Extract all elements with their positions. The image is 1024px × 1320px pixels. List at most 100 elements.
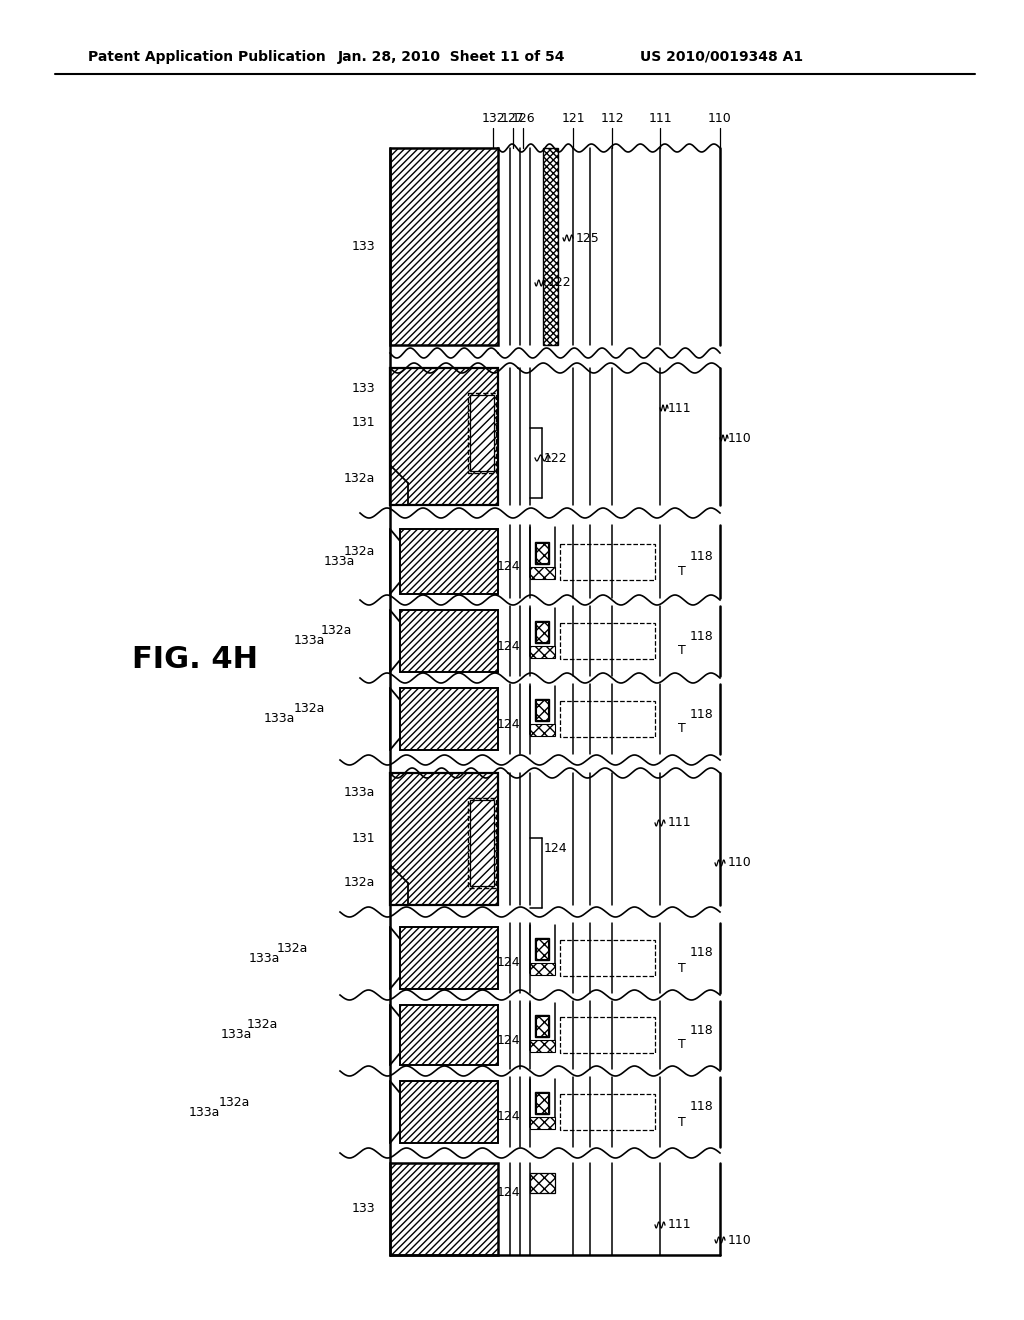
Text: 132a: 132a [294, 702, 325, 715]
Text: 133: 133 [351, 240, 375, 253]
Text: 132a: 132a [276, 941, 308, 954]
Text: Jan. 28, 2010  Sheet 11 of 54: Jan. 28, 2010 Sheet 11 of 54 [338, 50, 565, 63]
Bar [530, 566, 555, 578]
Text: T: T [678, 1115, 686, 1129]
Text: 124: 124 [543, 842, 567, 854]
Text: T: T [678, 961, 686, 974]
Text: 132a: 132a [247, 1019, 278, 1031]
Bar [390, 368, 498, 506]
Text: T: T [678, 565, 686, 578]
Text: 118: 118 [690, 550, 714, 564]
Text: 118: 118 [690, 708, 714, 721]
Text: US 2010/0019348 A1: US 2010/0019348 A1 [640, 50, 803, 63]
Text: 124: 124 [497, 718, 520, 730]
Text: Patent Application Publication: Patent Application Publication [88, 50, 326, 63]
Text: T: T [678, 1039, 686, 1052]
Bar [560, 623, 655, 659]
Text: 118: 118 [690, 946, 714, 960]
Bar [530, 1117, 555, 1129]
Text: 124: 124 [497, 1110, 520, 1123]
Bar [400, 927, 498, 989]
Text: 132a: 132a [344, 876, 375, 890]
Text: 126: 126 [511, 111, 535, 124]
Bar [536, 939, 548, 960]
Bar [535, 620, 549, 643]
Bar [536, 543, 548, 562]
Text: 118: 118 [690, 1101, 714, 1114]
Bar [470, 800, 494, 886]
Bar [390, 148, 498, 345]
Text: 132a: 132a [344, 545, 375, 558]
Bar [390, 1163, 498, 1255]
Text: 110: 110 [709, 111, 732, 124]
Bar [530, 1173, 555, 1193]
Text: T: T [678, 644, 686, 657]
Text: 131: 131 [351, 417, 375, 429]
Text: 133a: 133a [324, 554, 355, 568]
Text: FIG. 4H: FIG. 4H [132, 645, 258, 675]
Bar [560, 940, 655, 975]
Text: 132a: 132a [321, 624, 352, 638]
Text: 122: 122 [548, 276, 571, 289]
Bar [560, 1094, 655, 1130]
Bar [536, 622, 548, 642]
Text: 124: 124 [497, 560, 520, 573]
Text: 124: 124 [497, 639, 520, 652]
Bar [530, 964, 555, 975]
Text: 133a: 133a [344, 787, 375, 800]
Text: 111: 111 [668, 817, 691, 829]
Text: 110: 110 [728, 1233, 752, 1246]
Text: 133: 133 [351, 1203, 375, 1216]
Text: 124: 124 [497, 1187, 520, 1200]
Text: 110: 110 [728, 857, 752, 870]
Bar [560, 1016, 655, 1053]
Bar [535, 1015, 549, 1038]
Bar [530, 645, 555, 657]
Text: 121: 121 [561, 111, 585, 124]
Bar [536, 700, 548, 719]
Text: 124: 124 [497, 957, 520, 969]
Text: T: T [678, 722, 686, 735]
Text: 133: 133 [351, 381, 375, 395]
Text: 118: 118 [690, 1023, 714, 1036]
Bar [535, 541, 549, 564]
Text: 118: 118 [690, 630, 714, 643]
Text: 133a: 133a [294, 635, 325, 648]
Bar [400, 1005, 498, 1065]
Bar [535, 939, 549, 960]
Text: 133a: 133a [263, 713, 295, 726]
Text: 111: 111 [648, 111, 672, 124]
Text: 133a: 133a [249, 952, 280, 965]
Text: 111: 111 [668, 1218, 691, 1232]
Text: 110: 110 [728, 432, 752, 445]
Bar [468, 393, 496, 473]
Text: 132a: 132a [219, 1096, 250, 1109]
Text: 131: 131 [351, 832, 375, 845]
Bar [390, 774, 498, 906]
Text: 125: 125 [575, 231, 600, 244]
Text: 122: 122 [543, 451, 567, 465]
Bar [400, 688, 498, 750]
Text: 132a: 132a [344, 471, 375, 484]
Bar [530, 1040, 555, 1052]
Bar [560, 701, 655, 737]
Bar [536, 1016, 548, 1036]
Bar [400, 529, 498, 594]
Text: 127: 127 [501, 111, 525, 124]
Bar [536, 1093, 548, 1113]
Text: 124: 124 [497, 1034, 520, 1047]
Text: 111: 111 [668, 401, 691, 414]
Text: 133a: 133a [220, 1028, 252, 1041]
Bar [470, 395, 494, 471]
Bar [468, 799, 496, 888]
Bar [535, 700, 549, 721]
Bar [530, 723, 555, 737]
Text: 112: 112 [600, 111, 624, 124]
Bar [400, 610, 498, 672]
Bar [400, 1081, 498, 1143]
Text: 133a: 133a [188, 1106, 220, 1118]
Text: 132: 132 [481, 111, 505, 124]
Bar [560, 544, 655, 579]
Bar [543, 148, 558, 345]
Bar [535, 1092, 549, 1114]
